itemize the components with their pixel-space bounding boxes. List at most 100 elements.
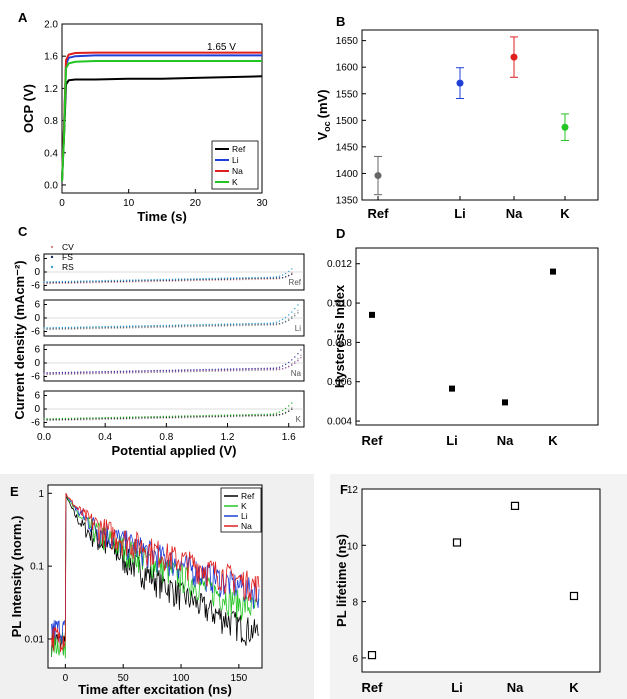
panel-c-scan-point — [138, 416, 140, 418]
panel-c-scan-point — [184, 415, 186, 417]
panel-c-scan-point — [165, 415, 168, 418]
panel-c-scan-point — [162, 369, 164, 372]
panel-c-scan-point — [239, 323, 241, 325]
panel-c-scan-point — [107, 370, 109, 373]
panel-c-x-tick-label: 0.4 — [98, 432, 112, 443]
panel-b-data-point-k — [561, 123, 569, 131]
panel-c-scan-point — [251, 413, 253, 416]
panel-c-scan-point — [52, 372, 54, 374]
panel-c-scan-point — [168, 324, 171, 326]
panel-c-scan-point — [205, 323, 207, 326]
panel-c-scan-point — [275, 321, 278, 323]
panel-c-scan-point — [226, 414, 229, 416]
panel-c-scan-point — [153, 369, 155, 372]
panel-a-x-tick-label: 0 — [59, 198, 65, 209]
panel-c-scan-point — [288, 405, 290, 407]
panel-c-scan-point — [184, 324, 186, 326]
panel-c-scan-point — [236, 277, 238, 279]
panel-c-scan-point — [125, 325, 128, 327]
panel-c-scan-point — [272, 367, 275, 369]
panel-c-scan-point — [190, 278, 192, 280]
panel-c-scan-point — [248, 368, 250, 370]
panel-c-scan-point — [61, 371, 64, 374]
panel-c-legend-swatch — [50, 265, 54, 269]
panel-c-scan-point — [92, 326, 94, 328]
panel-c-y-tick-label: -6 — [31, 418, 40, 429]
panel-c-scan-point — [46, 372, 48, 374]
panel-c-scan-point — [141, 370, 143, 372]
panel-c-scan-point — [232, 277, 235, 279]
panel-c-scan-point — [242, 277, 244, 279]
panel-c-scan-point — [171, 415, 174, 417]
panel-c-scan-point — [156, 369, 158, 372]
panel-c-scan-point — [214, 323, 216, 326]
panel-c-scan-point — [272, 323, 275, 325]
panel-c-scan-point — [132, 279, 134, 281]
panel-c-scan-point — [196, 370, 198, 373]
panel-c-scan-point — [208, 323, 210, 326]
panel-c-scan-point — [70, 417, 73, 419]
panel-e-x-tick-label: 150 — [231, 673, 248, 684]
panel-b-y-tick-label: 1500 — [336, 116, 359, 127]
panel-a-ocp-chart: 0 10 20 30 0.0 0.4 0.8 1.2 1.6 2.0 Time (s) OCP (V)… — [21, 20, 268, 225]
panel-c-scan-point — [211, 277, 213, 280]
panel-c-scan-point — [220, 277, 223, 279]
panel-c-scan-point — [168, 278, 171, 280]
panel-c-scan-point — [177, 369, 180, 371]
panel-c-scan-point — [58, 417, 60, 420]
panel-c-scan-point — [177, 278, 180, 280]
panel-c-scan-point — [52, 327, 54, 329]
panel-a-legend-label: Ref — [232, 144, 246, 154]
panel-c-scan-point — [284, 412, 287, 414]
panel-c-scan-point — [190, 324, 192, 326]
panel-c-scan-point — [278, 414, 281, 416]
panel-c-x-tick-label: 0.8 — [159, 432, 173, 443]
panel-c-scan-point — [254, 322, 256, 325]
panel-c-y-tick-label: 6 — [34, 391, 40, 402]
panel-c-scan-point — [67, 417, 70, 420]
panel-c-scan-point — [83, 280, 85, 282]
panel-c-scan-point — [73, 417, 76, 419]
panel-a-legend-label: K — [232, 177, 238, 187]
panel-c-scan-point — [58, 371, 60, 374]
panel-c-scan-point — [95, 371, 97, 373]
panel-c-scan-point — [180, 278, 183, 280]
panel-c-scan-point — [138, 279, 140, 281]
panel-c-scan-point — [229, 368, 232, 370]
panel-c-scan-point — [269, 322, 272, 324]
panel-c-scan-point — [266, 322, 268, 324]
panel-c-scan-point — [113, 416, 116, 419]
panel-c-scan-point — [275, 368, 278, 370]
panel-c-scan-point — [89, 280, 91, 282]
panel-c-scan-point — [187, 369, 189, 371]
panel-e-pl-decay-chart: 0 50 100 150 0.01 0.1 1 Time after excitation (… — [9, 484, 263, 697]
panel-c-scan-point — [80, 371, 82, 373]
panel-c-scan-point — [278, 275, 281, 277]
panel-c-scan-point — [300, 357, 302, 359]
panel-c-scan-point — [297, 358, 299, 360]
panel-c-scan-point — [174, 369, 177, 371]
panel-c-scan-point — [122, 279, 125, 281]
panel-c-scan-point — [159, 369, 161, 372]
panel-c-y-tick-label: 0 — [34, 267, 40, 278]
panel-c-scan-point — [202, 277, 204, 280]
panel-a-legend-label: Na — [232, 166, 243, 176]
panel-c-scan-point — [196, 279, 198, 282]
panel-c-scan-point — [187, 278, 189, 280]
panel-a-legend-label: Li — [232, 155, 239, 165]
panel-c-scan-point — [281, 277, 284, 279]
panel-c-x-tick-label: 1.6 — [282, 432, 296, 443]
panel-c-scan-point — [64, 417, 67, 420]
panel-c-scan-point — [242, 368, 244, 370]
panel-a-x-tick-label: 30 — [256, 198, 268, 209]
panel-c-scan-point — [236, 368, 238, 370]
panel-c-scan-point — [239, 414, 241, 416]
panel-c-scan-point — [144, 370, 146, 372]
panel-c-scan-point — [89, 371, 91, 373]
panel-c-scan-point — [73, 371, 76, 373]
panel-c-scan-point — [147, 416, 149, 418]
panel-c-scan-point — [260, 276, 262, 279]
panel-c-scan-point — [119, 325, 122, 327]
panel-c-scan-point — [297, 309, 299, 312]
panel-f-y-tick-label: 8 — [352, 598, 358, 609]
